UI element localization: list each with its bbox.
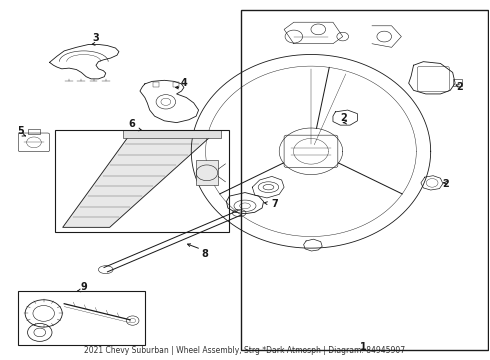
Text: 3: 3 bbox=[93, 33, 99, 43]
Bar bbox=[28, 130, 40, 134]
Text: 5: 5 bbox=[17, 126, 24, 135]
Bar bbox=[453, 79, 463, 86]
Bar bbox=[172, 82, 178, 87]
Bar bbox=[18, 291, 145, 345]
Text: 2: 2 bbox=[442, 179, 449, 189]
Text: 2: 2 bbox=[341, 113, 347, 123]
Bar bbox=[153, 82, 159, 87]
Polygon shape bbox=[63, 134, 213, 227]
Bar bbox=[55, 130, 229, 232]
Text: 9: 9 bbox=[80, 282, 87, 292]
Bar bbox=[196, 160, 218, 185]
Bar bbox=[123, 130, 220, 138]
Text: 8: 8 bbox=[201, 248, 208, 258]
Text: 7: 7 bbox=[271, 199, 278, 210]
Bar bbox=[241, 10, 489, 350]
Text: 6: 6 bbox=[128, 120, 135, 129]
Text: 1: 1 bbox=[360, 342, 367, 352]
Text: 2021 Chevy Suburban | Wheel Assembly, Strg *Dark Atmosph | Diagram: 84945907: 2021 Chevy Suburban | Wheel Assembly, St… bbox=[84, 346, 406, 355]
Text: 4: 4 bbox=[180, 78, 187, 88]
Text: 2: 2 bbox=[457, 82, 464, 92]
